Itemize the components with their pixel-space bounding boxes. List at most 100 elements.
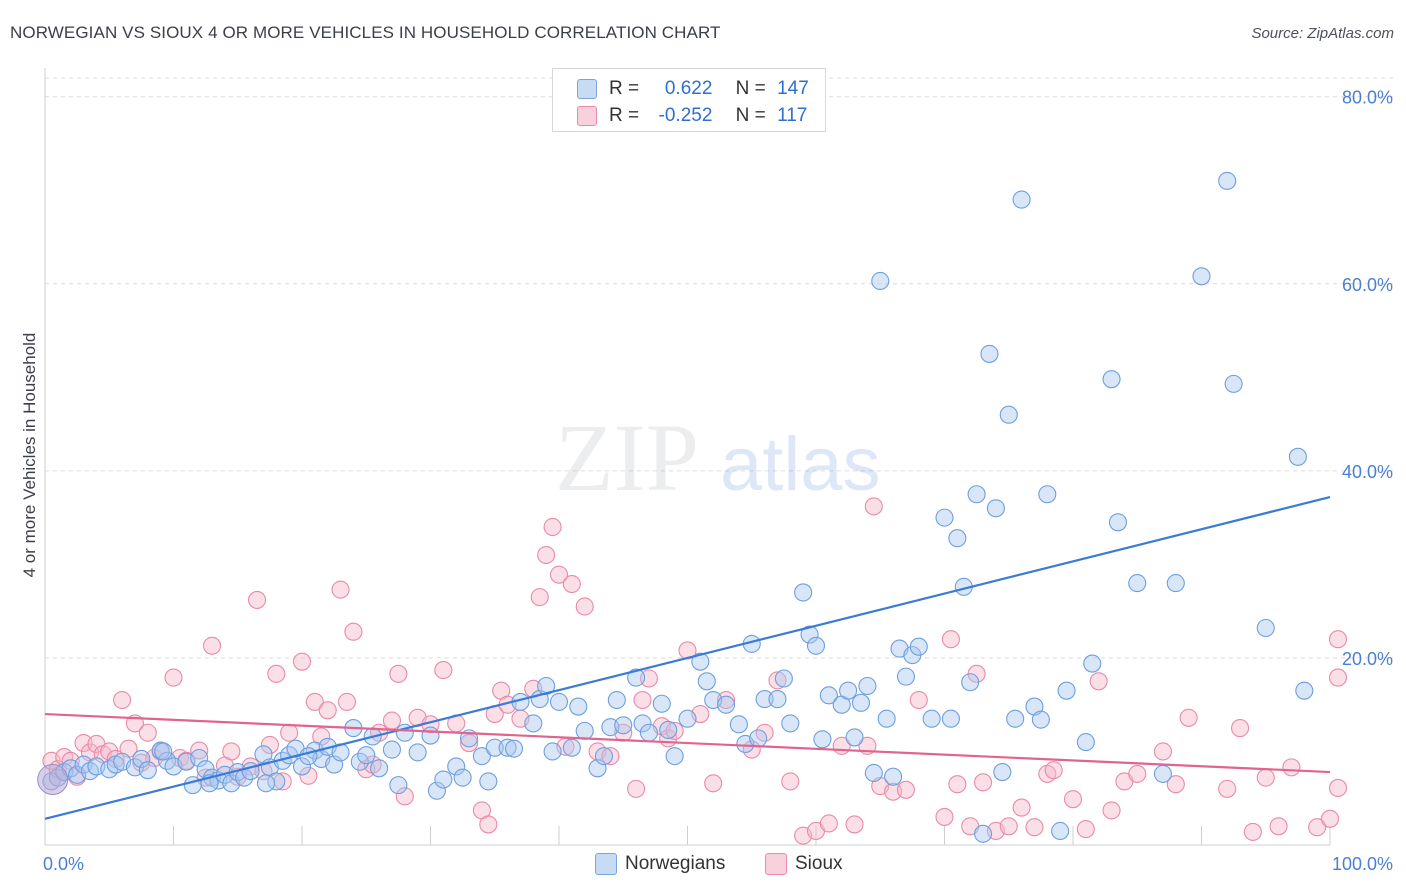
norwegian-point bbox=[543, 742, 562, 761]
norwegian-point bbox=[1218, 171, 1237, 190]
norwegian-point bbox=[678, 709, 697, 728]
legend-swatch-blue bbox=[595, 853, 617, 875]
norwegian-point bbox=[1108, 513, 1128, 532]
norwegian-point bbox=[794, 583, 813, 602]
axes bbox=[44, 68, 1331, 846]
sioux-point bbox=[459, 733, 479, 753]
norwegian-point bbox=[665, 747, 684, 766]
sioux-point bbox=[1153, 742, 1172, 761]
sioux-point bbox=[382, 711, 402, 730]
y-tick-label: 20.0% bbox=[1342, 649, 1393, 669]
sioux-point bbox=[935, 807, 954, 826]
norwegian-point bbox=[434, 770, 453, 789]
watermark-atlas: atlas bbox=[720, 422, 881, 507]
sioux-point bbox=[896, 780, 916, 799]
legend-swatch-blue bbox=[577, 79, 597, 99]
sioux-point bbox=[1076, 820, 1095, 839]
sioux-point bbox=[627, 779, 646, 798]
norwegian-point bbox=[299, 747, 318, 766]
sioux-point bbox=[1089, 672, 1108, 691]
norwegian-point bbox=[1031, 710, 1050, 729]
norwegian-point bbox=[800, 625, 819, 644]
norwegians-trend-line bbox=[44, 495, 1331, 820]
sioux-point bbox=[999, 817, 1018, 836]
norwegian-point bbox=[569, 697, 588, 716]
sioux-point bbox=[260, 735, 279, 754]
y-axis-title: 4 or more Vehicles in Household bbox=[20, 333, 39, 578]
sioux-point bbox=[1328, 668, 1348, 687]
sioux-point bbox=[1231, 719, 1250, 738]
norwegian-point bbox=[1083, 654, 1102, 673]
sioux-trend-line bbox=[44, 712, 1331, 774]
norwegian-point bbox=[935, 508, 954, 527]
sioux-point bbox=[1256, 768, 1275, 787]
norwegian-point bbox=[190, 748, 209, 768]
norwegian-point bbox=[768, 690, 787, 709]
norwegian-point bbox=[472, 747, 491, 766]
norwegian-point bbox=[948, 529, 967, 548]
sioux-point bbox=[1320, 809, 1340, 828]
norwegian-point bbox=[1076, 733, 1095, 752]
sioux-point bbox=[74, 733, 93, 753]
sioux-point bbox=[318, 701, 337, 720]
sioux-point bbox=[639, 669, 659, 688]
norwegian-point bbox=[479, 772, 498, 791]
sioux-point bbox=[909, 690, 928, 710]
grid-lines bbox=[45, 77, 1395, 659]
sioux-point bbox=[864, 497, 883, 516]
sioux-point bbox=[267, 664, 286, 683]
norwegian-point bbox=[447, 757, 466, 776]
x-tick-label: 0.0% bbox=[43, 854, 84, 874]
norwegian-point bbox=[755, 690, 774, 709]
norwegian-point bbox=[1012, 190, 1031, 209]
sioux-point bbox=[1218, 779, 1237, 798]
sioux-point bbox=[845, 815, 864, 834]
sioux-point bbox=[575, 597, 594, 616]
norwegian-point bbox=[389, 776, 408, 795]
sioux-point bbox=[1328, 630, 1348, 649]
norwegian-point bbox=[858, 676, 877, 696]
correlation-legend: R = 0.622 N = 147 R = -0.252 N = 117 bbox=[552, 68, 826, 132]
norwegian-point bbox=[871, 271, 890, 291]
sioux-point bbox=[1166, 775, 1185, 794]
sioux-point bbox=[389, 664, 408, 683]
norwegian-point bbox=[537, 676, 556, 696]
legend-label: Sioux bbox=[795, 853, 843, 874]
sioux-point bbox=[716, 690, 736, 710]
sioux-point bbox=[1179, 708, 1198, 727]
sioux-point bbox=[434, 661, 453, 680]
r-label: R = bbox=[609, 105, 640, 126]
norwegian-point bbox=[524, 714, 543, 733]
sioux-point bbox=[562, 574, 581, 594]
norwegian-point bbox=[1025, 697, 1044, 716]
norwegian-point bbox=[839, 681, 858, 700]
sioux-point bbox=[113, 690, 132, 710]
norwegian-point bbox=[427, 781, 446, 800]
sioux-point bbox=[1102, 801, 1121, 820]
sioux-point bbox=[337, 692, 357, 711]
r-value: -0.252 bbox=[658, 105, 713, 126]
sioux-point bbox=[549, 565, 569, 584]
sioux-point bbox=[1243, 822, 1262, 841]
norwegian-point bbox=[806, 636, 826, 655]
norwegian-point bbox=[80, 762, 100, 781]
norwegian-point bbox=[993, 762, 1012, 782]
norwegian-point bbox=[408, 743, 427, 762]
norwegian-point bbox=[370, 759, 389, 778]
n-value: 117 bbox=[777, 105, 808, 126]
legend-label: Norwegians bbox=[625, 853, 726, 874]
sioux-points bbox=[42, 497, 1348, 845]
r-value: 0.622 bbox=[664, 78, 713, 99]
norwegian-point bbox=[697, 672, 716, 691]
sioux-point bbox=[537, 545, 556, 565]
x-tick-label: 100.0% bbox=[1332, 854, 1393, 874]
sioux-point bbox=[1308, 818, 1327, 837]
sioux-point bbox=[190, 741, 209, 760]
norwegian-point bbox=[575, 721, 594, 740]
sioux-point bbox=[768, 671, 787, 690]
watermark: ZIP atlas bbox=[555, 404, 881, 511]
norwegian-point bbox=[594, 747, 614, 766]
n-label: N = bbox=[735, 78, 766, 99]
norwegian-point bbox=[961, 673, 980, 692]
